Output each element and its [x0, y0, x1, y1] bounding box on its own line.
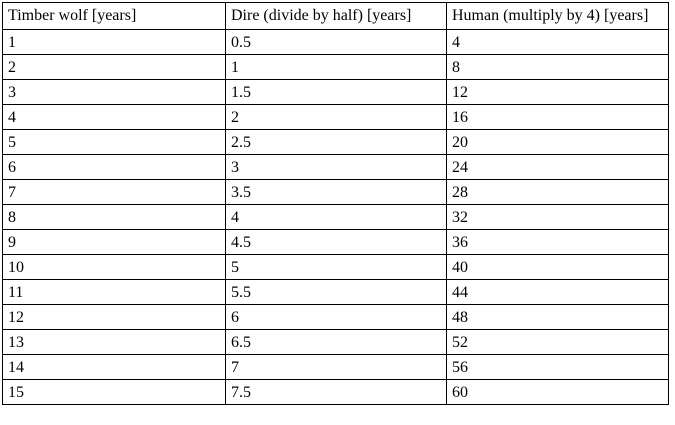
table-cell: 60 [446, 379, 669, 405]
table-cell: 15 [2, 379, 226, 405]
table-cell: 44 [446, 279, 669, 305]
table-cell: 1 [225, 54, 447, 80]
table-cell: 12 [446, 79, 669, 105]
table-cell: 56 [446, 354, 669, 380]
table-cell: 7 [2, 179, 226, 205]
table-cell: 11 [2, 279, 226, 305]
table-cell: 3.5 [225, 179, 447, 205]
table-cell: 4 [2, 104, 226, 130]
table-cell: 6 [225, 304, 447, 330]
table-row: 9 4.5 36 [2, 229, 669, 255]
table-cell: 5 [225, 254, 447, 280]
table-cell: 2 [225, 104, 447, 130]
table-cell: 13 [2, 329, 226, 355]
table-body: 1 0.5 4 2 1 8 3 1.5 12 4 2 16 5 2.5 20 6 3 24 7 3.5 28 8 4 32 9 4… [2, 29, 669, 405]
table-cell: 2.5 [225, 129, 447, 155]
table-cell: 4 [446, 29, 669, 55]
table-cell: 7 [225, 354, 447, 380]
table-cell: 5 [2, 129, 226, 155]
table-cell: 6.5 [225, 329, 447, 355]
table-row: 4 2 16 [2, 104, 669, 130]
table-row: 11 5.5 44 [2, 279, 669, 305]
header-human: Human (multiply by 4) [years] [446, 2, 669, 30]
table-row: 14 7 56 [2, 354, 669, 380]
table-header-row: Timber wolf [years] Dire (divide by half… [2, 2, 669, 30]
table-cell: 36 [446, 229, 669, 255]
table-cell: 4.5 [225, 229, 447, 255]
table-cell: 16 [446, 104, 669, 130]
table-cell: 28 [446, 179, 669, 205]
table-cell: 3 [225, 154, 447, 180]
table-row: 5 2.5 20 [2, 129, 669, 155]
table-cell: 7.5 [225, 379, 447, 405]
table-cell: 40 [446, 254, 669, 280]
table-row: 1 0.5 4 [2, 29, 669, 55]
age-conversion-table: Timber wolf [years] Dire (divide by half… [2, 2, 669, 405]
table-row: 3 1.5 12 [2, 79, 669, 105]
table-row: 6 3 24 [2, 154, 669, 180]
header-timber-wolf: Timber wolf [years] [2, 2, 226, 30]
table-cell: 2 [2, 54, 226, 80]
table-cell: 3 [2, 79, 226, 105]
table-cell: 14 [2, 354, 226, 380]
table-row: 12 6 48 [2, 304, 669, 330]
table-cell: 1 [2, 29, 226, 55]
table-cell: 24 [446, 154, 669, 180]
header-dire: Dire (divide by half) [years] [225, 2, 447, 30]
table-cell: 4 [225, 204, 447, 230]
table-cell: 0.5 [225, 29, 447, 55]
table-cell: 12 [2, 304, 226, 330]
table-row: 7 3.5 28 [2, 179, 669, 205]
table-cell: 52 [446, 329, 669, 355]
table-cell: 20 [446, 129, 669, 155]
table-row: 15 7.5 60 [2, 379, 669, 405]
table-cell: 8 [446, 54, 669, 80]
table-row: 10 5 40 [2, 254, 669, 280]
table-cell: 9 [2, 229, 226, 255]
table-row: 8 4 32 [2, 204, 669, 230]
table-cell: 32 [446, 204, 669, 230]
table-cell: 48 [446, 304, 669, 330]
table-cell: 5.5 [225, 279, 447, 305]
table-row: 13 6.5 52 [2, 329, 669, 355]
table-cell: 10 [2, 254, 226, 280]
table-cell: 1.5 [225, 79, 447, 105]
table-cell: 6 [2, 154, 226, 180]
table-cell: 8 [2, 204, 226, 230]
